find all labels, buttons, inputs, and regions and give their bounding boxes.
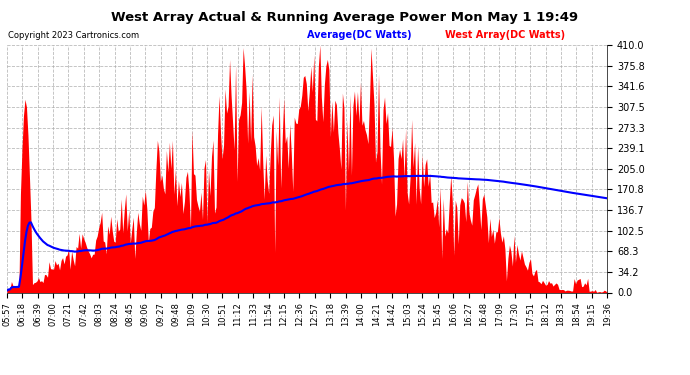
Text: West Array Actual & Running Average Power Mon May 1 19:49: West Array Actual & Running Average Powe… xyxy=(112,11,578,24)
Text: West Array(DC Watts): West Array(DC Watts) xyxy=(445,30,565,40)
Text: Average(DC Watts): Average(DC Watts) xyxy=(307,30,412,40)
Text: Copyright 2023 Cartronics.com: Copyright 2023 Cartronics.com xyxy=(8,31,139,40)
